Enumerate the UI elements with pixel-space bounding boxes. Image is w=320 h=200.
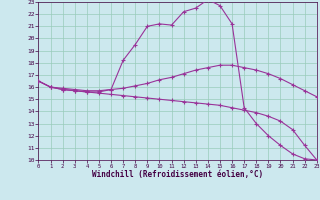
X-axis label: Windchill (Refroidissement éolien,°C): Windchill (Refroidissement éolien,°C) xyxy=(92,170,263,179)
